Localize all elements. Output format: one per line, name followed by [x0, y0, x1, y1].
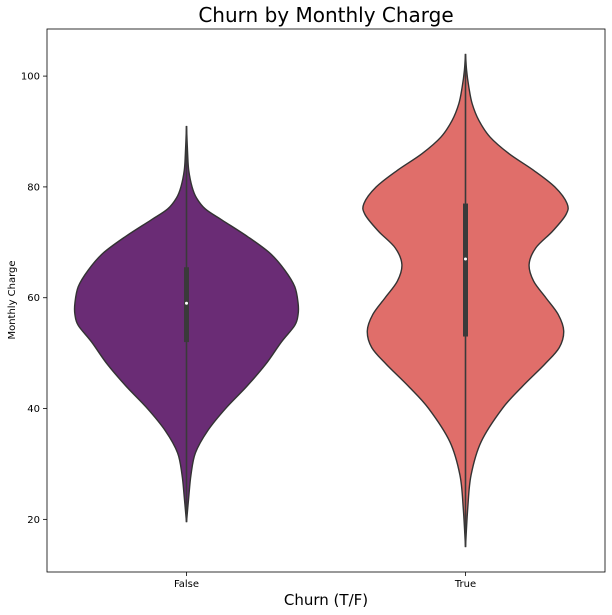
- y-tick-label: 20: [27, 515, 40, 526]
- violins-layer: [73, 53, 569, 548]
- violin-false: [73, 125, 300, 523]
- x-axis-label: Churn (T/F): [284, 591, 368, 609]
- violin-true: [362, 53, 569, 548]
- chart-title: Churn by Monthly Charge: [198, 3, 453, 27]
- y-tick-label: 60: [27, 293, 40, 304]
- x-axis: False True: [174, 572, 476, 590]
- y-axis-label: Monthly Charge: [7, 260, 18, 339]
- y-tick-label: 80: [27, 182, 40, 193]
- y-tick-label: 40: [27, 404, 40, 415]
- x-tick-label: False: [174, 579, 199, 590]
- y-tick-label: 100: [21, 72, 40, 83]
- iqr-box: [463, 203, 468, 337]
- y-axis: 20 40 60 80 100: [21, 72, 47, 526]
- median-point: [464, 257, 467, 261]
- median-point: [185, 301, 188, 305]
- plot-frame: [46, 28, 606, 573]
- x-tick-label: True: [454, 579, 476, 590]
